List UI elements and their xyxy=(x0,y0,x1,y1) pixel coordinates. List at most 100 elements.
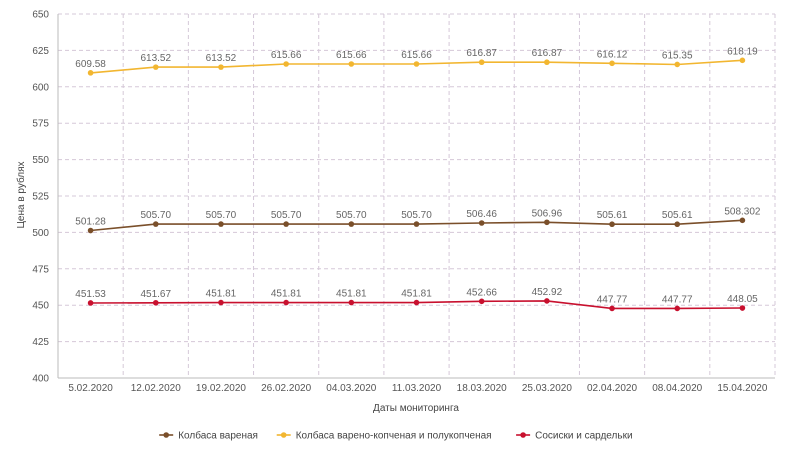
series-1: 609.58 613.52 613.52 615.66 615.66 615.66 616.… xyxy=(75,46,758,76)
data-label: 615.66 xyxy=(336,50,367,61)
x-tick-label: 26.02.2020 xyxy=(261,383,311,394)
data-label: 452.92 xyxy=(532,287,563,298)
x-tick-label: 11.03.2020 xyxy=(392,383,442,394)
data-point xyxy=(739,57,746,64)
data-point xyxy=(218,64,224,70)
grid xyxy=(57,13,776,379)
y-axis-ticks: 400 425 450 475 500 525 550 575 600 625 650 xyxy=(32,10,49,385)
legend-item-2: Сосиски и сардельки xyxy=(516,431,633,442)
data-label: 616.87 xyxy=(532,48,563,59)
y-tick-label: 600 xyxy=(32,82,49,93)
y-tick-label: 450 xyxy=(32,301,49,312)
data-point xyxy=(609,60,615,67)
y-tick-label: 475 xyxy=(32,264,49,275)
series-0: 501.28 505.70 505.70 505.70 505.70 505.70 506.… xyxy=(75,206,761,234)
data-label: 501.28 xyxy=(75,217,106,228)
data-point xyxy=(218,299,224,306)
data-label: 505.70 xyxy=(401,210,432,221)
y-tick-label: 575 xyxy=(32,119,49,130)
data-label: 505.70 xyxy=(336,210,367,221)
data-point xyxy=(478,59,485,66)
data-point xyxy=(544,298,550,304)
data-point xyxy=(283,61,289,67)
x-tick-label: 04.03.2020 xyxy=(326,383,376,394)
data-point xyxy=(152,299,159,306)
data-point xyxy=(739,305,746,311)
data-point xyxy=(544,219,550,226)
y-tick-label: 400 xyxy=(32,374,49,385)
legend-label: Колбаса вареная xyxy=(178,430,258,442)
data-point xyxy=(348,221,355,227)
data-label: 615.66 xyxy=(401,50,432,61)
data-label: 447.77 xyxy=(597,294,628,305)
data-label: 615.66 xyxy=(271,50,302,61)
data-label: 448.05 xyxy=(727,294,758,305)
data-label: 613.52 xyxy=(140,53,171,64)
y-tick-label: 500 xyxy=(32,228,49,239)
data-point xyxy=(674,305,681,312)
data-label: 451.81 xyxy=(336,289,367,300)
data-point xyxy=(739,217,746,224)
data-label: 616.87 xyxy=(466,48,497,59)
x-axis-ticks: 5.02.2020 12.02.2020 19.02.2020 26.02.2020 0… xyxy=(68,383,768,394)
x-tick-label: 5.02.2020 xyxy=(68,383,113,394)
data-label: 615.35 xyxy=(662,50,693,61)
data-point xyxy=(152,64,159,70)
data-point xyxy=(348,299,355,306)
data-point xyxy=(609,305,615,312)
data-point xyxy=(413,221,420,227)
x-tick-label: 08.04.2020 xyxy=(652,383,702,394)
series-2: 451.53 451.67 451.81 451.81 451.81 451.81 452.… xyxy=(75,287,758,312)
data-label: 609.58 xyxy=(75,59,106,70)
y-tick-label: 650 xyxy=(32,10,49,21)
data-point xyxy=(218,221,224,227)
x-axis-title: Даты мониторинга xyxy=(373,403,459,414)
x-tick-label: 18.03.2020 xyxy=(457,383,507,394)
data-label: 505.70 xyxy=(271,210,302,221)
data-label: 451.81 xyxy=(401,289,432,300)
data-label: 447.77 xyxy=(662,294,693,305)
data-point xyxy=(87,300,94,306)
x-tick-label: 19.02.2020 xyxy=(196,383,246,394)
legend-label: Колбаса варено-копченая и полукопченая xyxy=(296,430,492,442)
x-tick-label: 12.02.2020 xyxy=(131,383,181,394)
y-tick-label: 625 xyxy=(32,46,49,57)
y-tick-label: 550 xyxy=(32,155,49,166)
data-label: 505.61 xyxy=(662,210,693,221)
data-point xyxy=(609,221,615,228)
data-label: 508.302 xyxy=(724,206,761,217)
series-group: 501.28 505.70 505.70 505.70 505.70 505.70 506.… xyxy=(75,46,761,312)
y-axis-title: Цена в рублях xyxy=(15,161,27,228)
data-point xyxy=(87,227,94,234)
data-point xyxy=(413,61,420,67)
x-tick-label: 25.03.2020 xyxy=(522,383,572,394)
data-point xyxy=(87,70,94,76)
data-label: 451.81 xyxy=(271,289,302,300)
data-point xyxy=(152,221,159,227)
data-point xyxy=(478,220,485,226)
data-label: 613.52 xyxy=(206,53,237,64)
data-label: 452.66 xyxy=(466,287,497,298)
data-point xyxy=(348,61,355,67)
legend-label: Сосиски и сардельки xyxy=(535,431,632,442)
data-label: 505.70 xyxy=(206,210,237,221)
y-tick-label: 425 xyxy=(32,337,49,348)
data-label: 506.46 xyxy=(466,209,497,220)
data-point xyxy=(478,298,485,305)
data-point xyxy=(674,221,681,228)
data-label: 451.53 xyxy=(75,289,106,300)
data-label: 505.70 xyxy=(140,210,171,221)
data-point xyxy=(283,299,289,306)
data-label: 506.96 xyxy=(532,208,563,219)
legend-swatch-marker xyxy=(280,432,287,438)
data-point xyxy=(544,59,550,66)
data-label: 451.81 xyxy=(206,289,237,300)
data-point xyxy=(674,61,681,68)
data-point xyxy=(283,221,289,227)
legend-item-0: Колбаса вареная xyxy=(159,430,258,442)
data-label: 451.67 xyxy=(140,289,171,300)
x-tick-label: 15.04.2020 xyxy=(717,383,767,394)
legend-item-1: Колбаса варено-копченая и полукопченая xyxy=(276,430,492,442)
data-label: 505.61 xyxy=(597,210,628,221)
y-tick-label: 525 xyxy=(32,192,49,203)
